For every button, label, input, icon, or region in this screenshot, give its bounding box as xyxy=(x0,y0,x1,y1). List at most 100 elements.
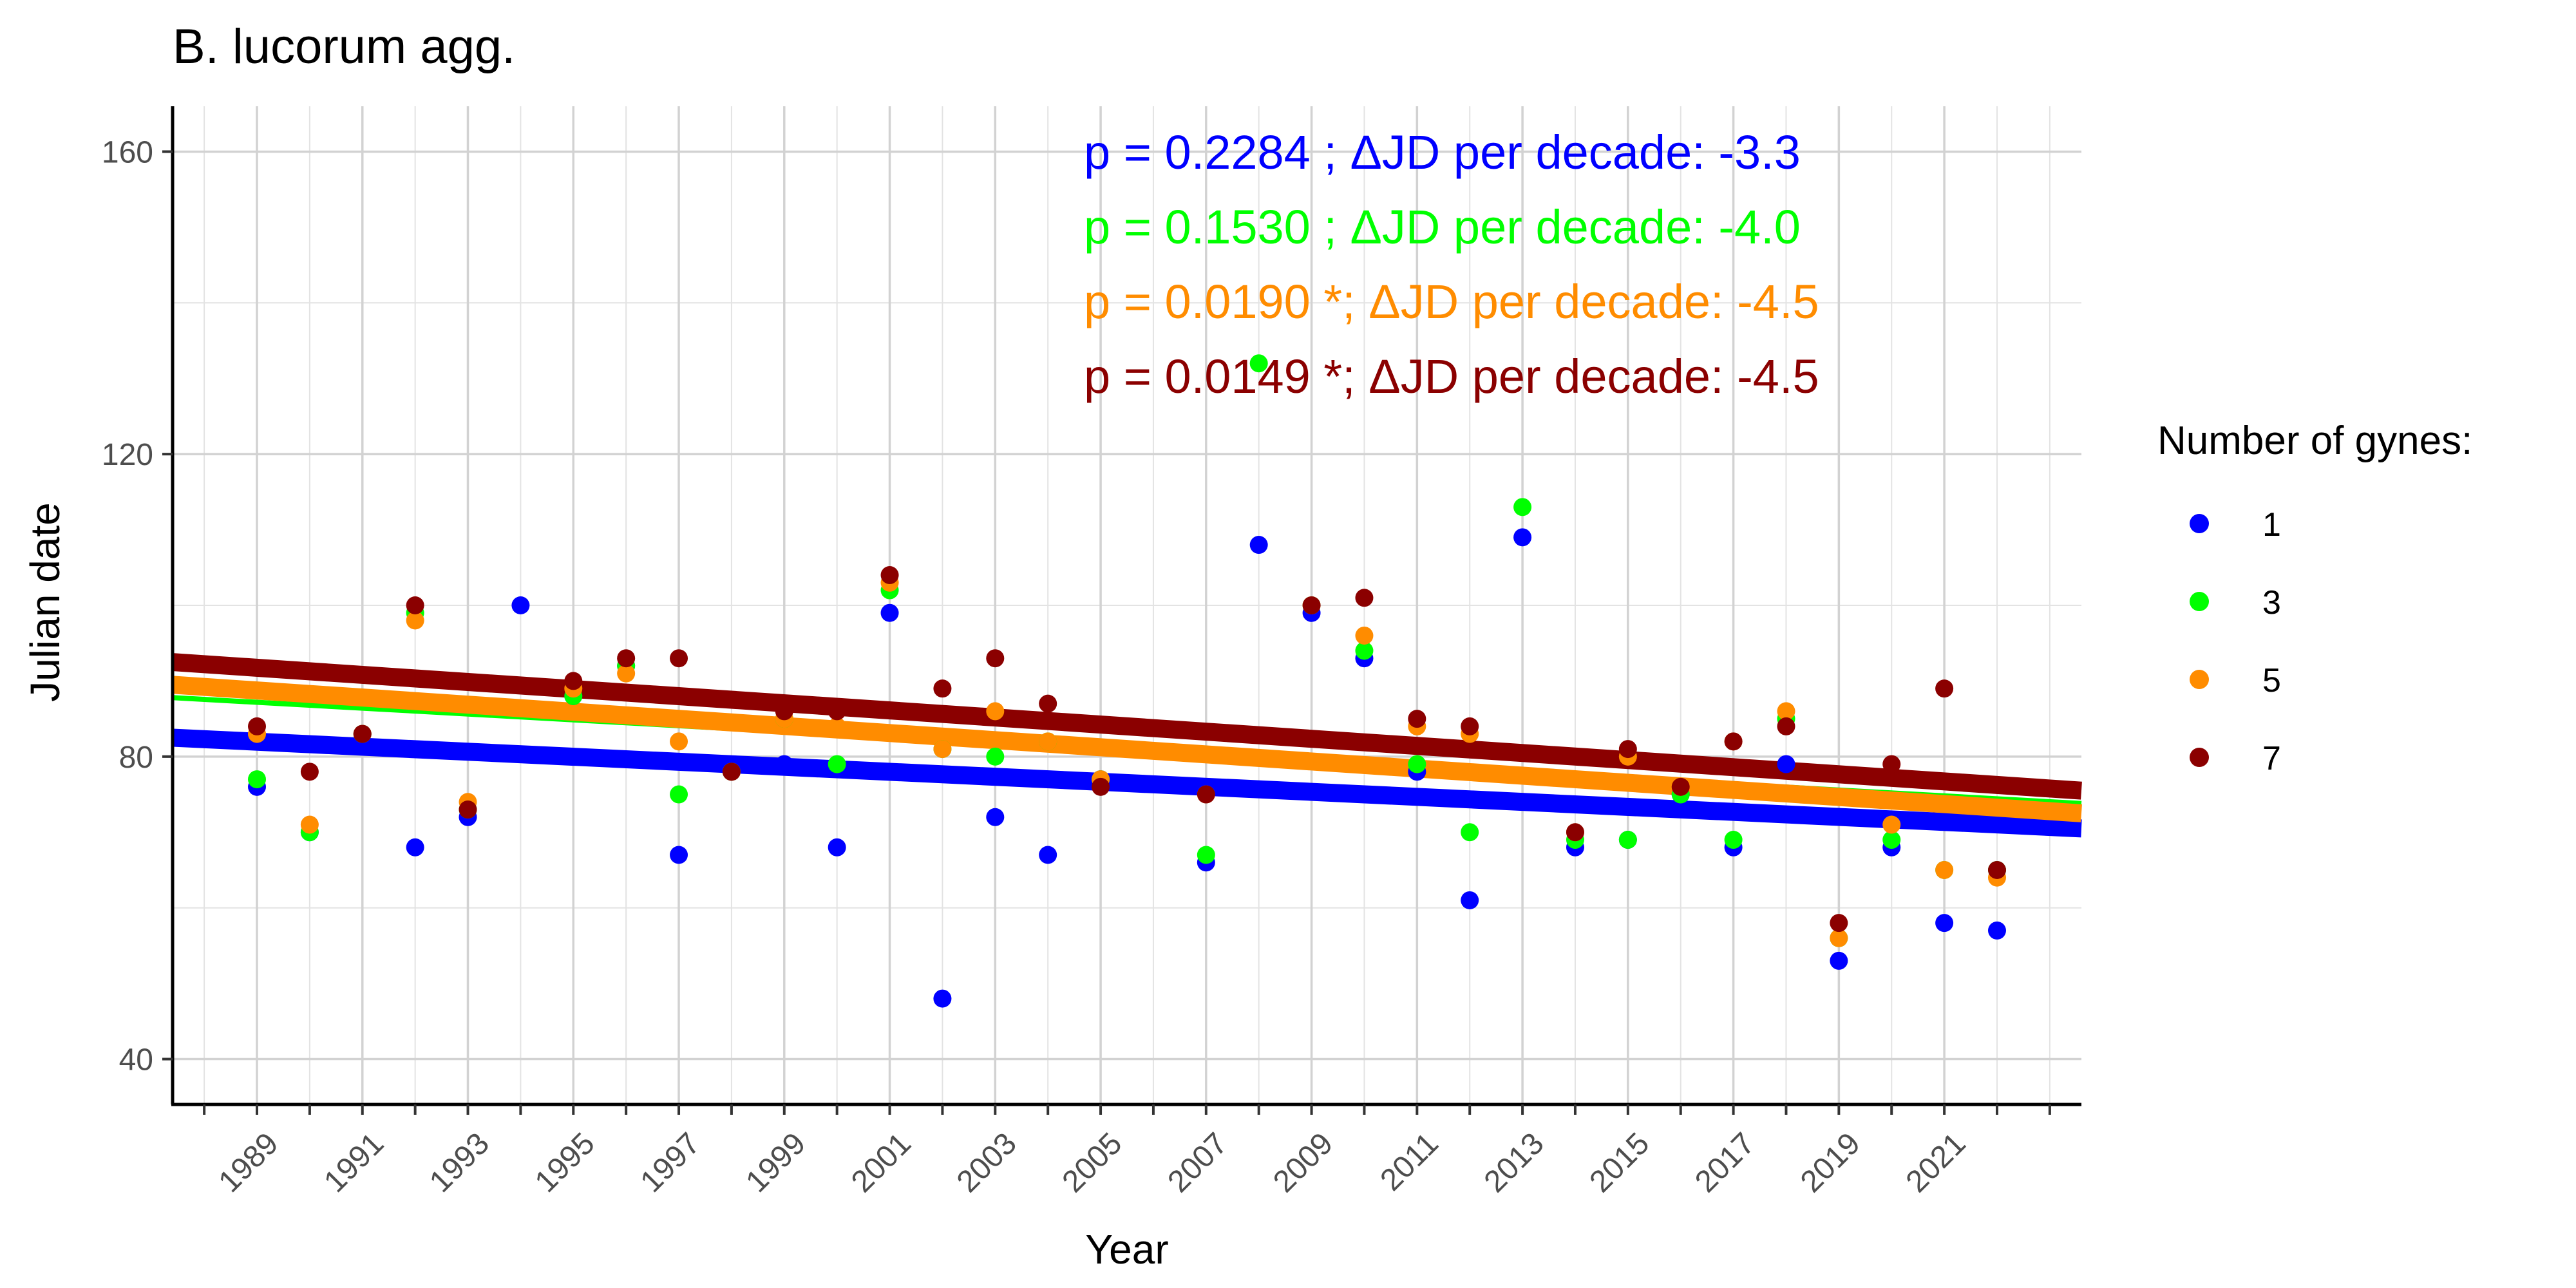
point-gynes-5 xyxy=(1039,732,1057,751)
point-gynes-7 xyxy=(564,672,583,690)
point-gynes-5 xyxy=(986,702,1005,721)
legend: Number of gynes: 1 3 5 7 xyxy=(2157,419,2472,777)
point-gynes-7 xyxy=(459,800,477,819)
point-gynes-1 xyxy=(1039,846,1057,864)
annotation-text: p = 0.0149 *; ΔJD per decade: -4.5 xyxy=(1084,350,1819,403)
point-gynes-3 xyxy=(1882,831,1901,849)
point-gynes-7 xyxy=(300,762,319,781)
annotation-text: p = 0.1530 ; ΔJD per decade: -4.0 xyxy=(1084,200,1801,254)
point-gynes-5 xyxy=(406,611,424,630)
point-gynes-5 xyxy=(1882,815,1901,834)
point-gynes-1 xyxy=(986,808,1005,826)
point-gynes-5 xyxy=(933,740,952,759)
data-points xyxy=(248,354,2006,1008)
legend-key-gynes-1 xyxy=(2190,514,2209,533)
point-gynes-3 xyxy=(1408,755,1426,773)
point-gynes-7 xyxy=(880,566,899,585)
point-gynes-3 xyxy=(670,785,688,804)
point-gynes-7 xyxy=(1039,694,1057,713)
point-gynes-3 xyxy=(1197,846,1215,864)
point-gynes-7 xyxy=(775,702,793,721)
point-gynes-7 xyxy=(1777,717,1795,735)
legend-label-gynes-1: 1 xyxy=(2262,506,2281,544)
axes xyxy=(162,106,2081,1115)
legend-label-gynes-5: 5 xyxy=(2262,662,2281,699)
point-gynes-1 xyxy=(1830,951,1848,970)
point-gynes-5 xyxy=(1777,702,1795,721)
point-gynes-3 xyxy=(1513,498,1532,516)
trend-line-gynes-7 xyxy=(172,653,2082,800)
x-axis-title: Year xyxy=(1085,1226,1168,1273)
point-gynes-7 xyxy=(1618,740,1637,759)
legend-label-gynes-3: 3 xyxy=(2262,584,2281,621)
point-gynes-7 xyxy=(1092,777,1110,796)
point-gynes-1 xyxy=(775,755,793,773)
point-gynes-1 xyxy=(1461,891,1479,909)
point-gynes-7 xyxy=(1671,777,1690,796)
annotations: p = 0.2284 ; ΔJD per decade: -3.3 p = 0.1… xyxy=(1084,126,1819,403)
annotation-text: p = 0.2284 ; ΔJD per decade: -3.3 xyxy=(1084,126,1801,179)
point-gynes-7 xyxy=(617,649,636,668)
legend-key-gynes-3 xyxy=(2190,592,2209,611)
legend-title: Number of gynes: xyxy=(2157,419,2472,463)
point-gynes-7 xyxy=(828,702,846,721)
point-gynes-1 xyxy=(1987,921,2006,940)
point-gynes-5 xyxy=(1935,860,1954,879)
point-gynes-3 xyxy=(828,755,846,773)
point-gynes-3 xyxy=(1724,831,1743,849)
point-gynes-7 xyxy=(670,649,688,668)
y-tick-labels: 40 80 120 160 xyxy=(102,135,153,1077)
legend-label-gynes-7: 7 xyxy=(2262,740,2281,777)
point-gynes-7 xyxy=(1355,589,1374,607)
point-gynes-1 xyxy=(670,846,688,864)
y-tick-label: 120 xyxy=(102,438,153,472)
point-gynes-3 xyxy=(1249,354,1268,373)
point-gynes-1 xyxy=(406,838,424,857)
point-gynes-1 xyxy=(1935,914,1954,933)
trend-line-gynes-5 xyxy=(172,676,2082,822)
point-gynes-7 xyxy=(248,717,267,735)
point-gynes-7 xyxy=(1935,679,1954,698)
point-gynes-5 xyxy=(617,664,636,683)
point-gynes-7 xyxy=(933,679,952,698)
point-gynes-7 xyxy=(406,596,424,614)
point-gynes-1 xyxy=(1513,528,1532,547)
point-gynes-5 xyxy=(1355,626,1374,645)
point-gynes-1 xyxy=(880,603,899,622)
chart-title: B. lucorum agg. xyxy=(173,19,515,74)
point-gynes-5 xyxy=(1830,929,1848,947)
point-gynes-1 xyxy=(511,596,530,614)
point-gynes-7 xyxy=(1461,717,1479,735)
point-gynes-7 xyxy=(1830,914,1848,933)
legend-key-gynes-5 xyxy=(2190,670,2209,689)
point-gynes-7 xyxy=(1408,710,1426,728)
point-gynes-7 xyxy=(1566,823,1584,842)
point-gynes-3 xyxy=(1618,831,1637,849)
point-gynes-3 xyxy=(248,770,267,789)
y-tick-label: 40 xyxy=(119,1043,153,1077)
point-gynes-1 xyxy=(1777,755,1795,773)
point-gynes-7 xyxy=(353,724,372,743)
point-gynes-1 xyxy=(828,838,846,857)
legend-key-gynes-7 xyxy=(2190,748,2209,767)
point-gynes-1 xyxy=(1249,536,1268,554)
point-gynes-7 xyxy=(1987,860,2006,879)
y-tick-label: 80 xyxy=(119,741,153,775)
annotation-text: p = 0.0190 *; ΔJD per decade: -4.5 xyxy=(1084,275,1819,328)
point-gynes-7 xyxy=(722,762,741,781)
point-gynes-7 xyxy=(1197,785,1215,804)
y-tick-label: 160 xyxy=(102,135,153,169)
point-gynes-5 xyxy=(828,717,846,735)
point-gynes-5 xyxy=(300,815,319,834)
point-gynes-7 xyxy=(1302,596,1321,614)
point-gynes-7 xyxy=(1724,732,1743,751)
trend-line-gynes-1 xyxy=(172,728,2082,838)
trend-lines xyxy=(172,653,2082,838)
point-gynes-1 xyxy=(933,989,952,1008)
point-gynes-3 xyxy=(986,747,1005,766)
point-gynes-3 xyxy=(1461,823,1479,842)
point-gynes-7 xyxy=(1882,755,1901,773)
y-axis-title: Julian date xyxy=(22,502,68,702)
